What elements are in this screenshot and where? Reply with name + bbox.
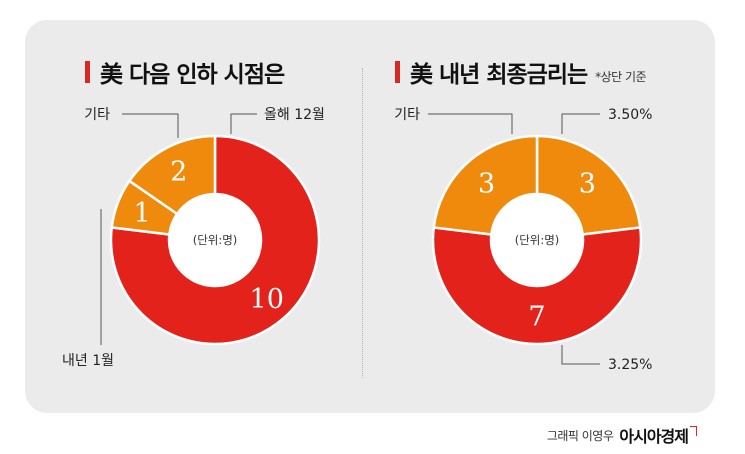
leader-line-1-2 — [428, 113, 513, 134]
slice-value-0-1: 1 — [133, 198, 150, 229]
chart-title-right: 美 내년 최종금리는 *상단 기준 — [395, 58, 647, 88]
slice-label-0-0: 올해 12월 — [264, 107, 325, 123]
donut-slice-0-2 — [127, 134, 217, 216]
chart-title-right-text: 美 내년 최종금리는 — [410, 62, 588, 88]
center-unit-label-1: (단위:명) — [515, 233, 560, 247]
slice-value-1-2: 3 — [478, 169, 495, 200]
donut-hole-1 — [492, 195, 582, 285]
donut-slice-0-0 — [109, 134, 321, 346]
slice-label-0-1: 내년 1월 — [62, 353, 114, 369]
donut-hole-0 — [170, 195, 260, 285]
chart-note: *상단 기준 — [595, 69, 647, 84]
donut-slice-1-0 — [535, 134, 642, 236]
chart-title-left-text: 美 다음 인하 시점은 — [100, 62, 285, 88]
slice-value-0-0: 10 — [250, 284, 284, 315]
slice-value-1-0: 3 — [579, 169, 596, 200]
leader-line-0-2 — [122, 113, 179, 138]
donut-slice-1-1 — [431, 226, 643, 346]
title-accent-bar — [85, 61, 90, 83]
leader-line-1-0 — [561, 113, 600, 134]
donut-slice-1-2 — [432, 134, 539, 236]
chart-title-left: 美 다음 인하 시점은 — [85, 58, 285, 88]
leader-line-0-0 — [230, 113, 257, 134]
credit-byline: 그래픽 이영우 — [546, 428, 614, 443]
brand-mark-icon — [690, 426, 697, 436]
center-unit-label-0: (단위:명) — [193, 233, 238, 247]
slice-value-0-2: 2 — [170, 156, 187, 187]
slice-label-1-1: 3.25% — [608, 357, 652, 373]
slice-label-1-0: 3.50% — [608, 107, 652, 123]
slice-value-1-1: 7 — [528, 301, 545, 332]
credit-brand-logo: 아시아경제 — [619, 427, 689, 446]
panel-divider — [362, 68, 363, 378]
slice-label-1-2: 기타 — [394, 107, 420, 123]
slice-label-0-2: 기타 — [84, 107, 110, 123]
credit: 그래픽 이영우 아시아경제 — [547, 424, 697, 446]
title-accent-bar — [395, 61, 400, 83]
leader-line-1-1 — [561, 345, 600, 365]
